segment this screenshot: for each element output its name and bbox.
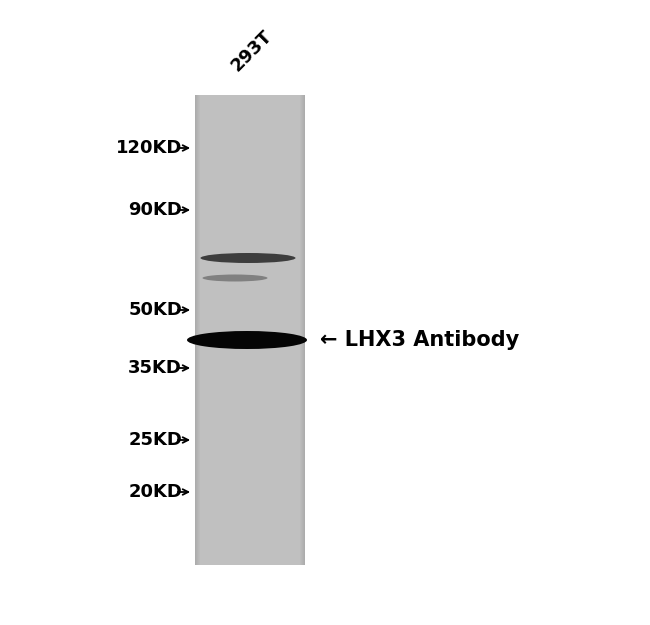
Text: ← LHX3 Antibody: ← LHX3 Antibody — [320, 330, 519, 350]
Bar — [195, 95, 196, 565]
Bar — [198, 95, 199, 565]
Ellipse shape — [187, 331, 307, 349]
Text: 20KD: 20KD — [128, 483, 182, 501]
Text: 293T: 293T — [228, 27, 276, 75]
Text: 120KD: 120KD — [116, 139, 182, 157]
Bar — [195, 95, 305, 565]
Bar — [303, 95, 304, 565]
Text: 35KD: 35KD — [128, 359, 182, 377]
Text: 90KD: 90KD — [128, 201, 182, 219]
Bar — [301, 95, 302, 565]
Bar — [199, 95, 200, 565]
Ellipse shape — [203, 274, 268, 281]
Bar — [196, 95, 197, 565]
Bar — [304, 95, 305, 565]
Bar — [197, 95, 198, 565]
Text: 25KD: 25KD — [128, 431, 182, 449]
Text: 50KD: 50KD — [128, 301, 182, 319]
Bar — [302, 95, 303, 565]
Ellipse shape — [200, 253, 296, 263]
Bar — [300, 95, 301, 565]
